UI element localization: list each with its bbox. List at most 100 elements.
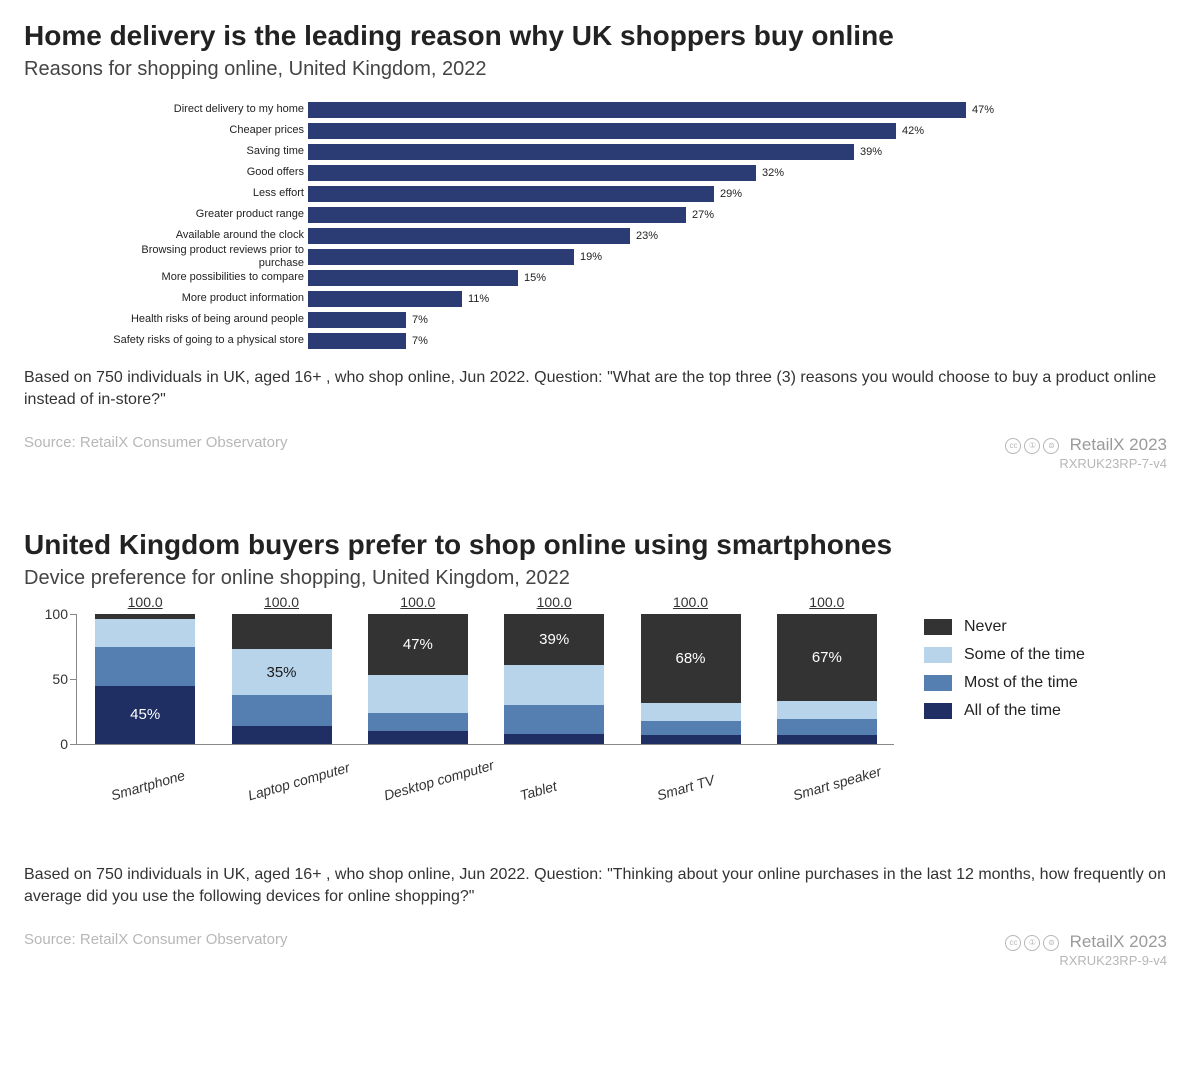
stack-column: 45%100.0 bbox=[95, 614, 195, 744]
hbar-bar bbox=[308, 228, 630, 244]
chart2-subtitle: Device preference for online shopping, U… bbox=[24, 567, 1167, 590]
cc-license-icon: cc①⊜ bbox=[1005, 935, 1059, 951]
stack-segment-never: 68% bbox=[641, 614, 741, 702]
stack-segment-most bbox=[504, 705, 604, 734]
hbar-track: 7% bbox=[308, 333, 1008, 349]
stack-segment-never: 47% bbox=[368, 614, 468, 675]
hbar-bar bbox=[308, 186, 714, 202]
reasons-bar-chart: Direct delivery to my home47%Cheaper pri… bbox=[104, 99, 1167, 351]
stack-segment-most bbox=[777, 719, 877, 735]
stack-segment-most bbox=[95, 647, 195, 686]
hbar-track: 19% bbox=[308, 249, 1008, 265]
stack-segment-most bbox=[368, 713, 468, 731]
hbar-track: 47% bbox=[308, 102, 1008, 118]
hbar-track: 42% bbox=[308, 123, 1008, 139]
hbar-value: 27% bbox=[686, 207, 714, 223]
hbar-row: Available around the clock 23% bbox=[104, 225, 1167, 246]
hbar-label: Available around the clock bbox=[104, 229, 308, 241]
hbar-label: Saving time bbox=[104, 145, 308, 157]
hbar-value: 15% bbox=[518, 270, 546, 286]
hbar-value: 42% bbox=[896, 123, 924, 139]
panel-devices: United Kingdom buyers prefer to shop onl… bbox=[24, 529, 1167, 970]
stack-segment-some bbox=[641, 703, 741, 721]
y-tick-label: 100 bbox=[45, 606, 68, 622]
stack-total-label: 100.0 bbox=[368, 594, 468, 610]
legend-item: Some of the time bbox=[924, 646, 1085, 664]
report-page: Home delivery is the leading reason why … bbox=[0, 0, 1191, 1050]
stack-total-label: 100.0 bbox=[232, 594, 332, 610]
hbar-value: 39% bbox=[854, 144, 882, 160]
stack-segment-most bbox=[232, 695, 332, 726]
hbar-row: Good offers32% bbox=[104, 162, 1167, 183]
stack-segment-some bbox=[368, 675, 468, 713]
chart1-subtitle: Reasons for shopping online, United King… bbox=[24, 58, 1167, 81]
hbar-track: 7% bbox=[308, 312, 1008, 328]
y-tick-label: 50 bbox=[52, 671, 68, 687]
chart2-brand: RetailX 2023 bbox=[1070, 932, 1167, 951]
legend-swatch bbox=[924, 647, 952, 663]
legend-item: Most of the time bbox=[924, 674, 1085, 692]
stack-segment-never: 67% bbox=[777, 614, 877, 701]
stack-segment-never: 39% bbox=[504, 614, 604, 665]
hbar-bar bbox=[308, 165, 756, 181]
stack-segment-never bbox=[232, 614, 332, 649]
stack-column: 39%100.0 bbox=[504, 614, 604, 744]
hbar-bar bbox=[308, 207, 686, 223]
hbar-bar bbox=[308, 270, 518, 286]
legend-label: Never bbox=[964, 618, 1007, 636]
hbar-value: 23% bbox=[630, 228, 658, 244]
hbar-row: More product information 11% bbox=[104, 288, 1167, 309]
legend-label: Most of the time bbox=[964, 674, 1078, 692]
hbar-label: Greater product range bbox=[104, 208, 308, 220]
stack-column: 47%100.0 bbox=[368, 614, 468, 744]
stack-total-label: 100.0 bbox=[641, 594, 741, 610]
stack-column: 68%100.0 bbox=[641, 614, 741, 744]
hbar-value: 29% bbox=[714, 186, 742, 202]
hbar-bar bbox=[308, 291, 462, 307]
hbar-row: More possibilities to compare 15% bbox=[104, 267, 1167, 288]
hbar-row: Safety risks of going to a physical stor… bbox=[104, 330, 1167, 351]
legend-item: All of the time bbox=[924, 702, 1085, 720]
hbar-row: Browsing product reviews prior to purcha… bbox=[104, 246, 1167, 267]
hbar-row: Saving time 39% bbox=[104, 141, 1167, 162]
chart2-source: Source: RetailX Consumer Observatory bbox=[24, 931, 287, 948]
stack-segment-some bbox=[504, 665, 604, 705]
stack-segment-some bbox=[95, 619, 195, 646]
chart2-title: United Kingdom buyers prefer to shop onl… bbox=[24, 529, 1167, 561]
hbar-track: 11% bbox=[308, 291, 1008, 307]
hbar-label: More possibilities to compare bbox=[104, 271, 308, 283]
stack-segment-all bbox=[232, 726, 332, 744]
chart1-source: Source: RetailX Consumer Observatory bbox=[24, 434, 287, 451]
chart1-attribution: cc①⊜ RetailX 2023 RXRUK23RP-7-v4 bbox=[1005, 434, 1167, 473]
hbar-value: 7% bbox=[406, 312, 428, 328]
stack-total-label: 100.0 bbox=[95, 594, 195, 610]
legend-swatch bbox=[924, 675, 952, 691]
hbar-track: 29% bbox=[308, 186, 1008, 202]
chart1-note: Based on 750 individuals in UK, aged 16+… bbox=[24, 367, 1167, 410]
stack-total-label: 100.0 bbox=[777, 594, 877, 610]
stack-segment-all bbox=[777, 735, 877, 744]
legend-swatch bbox=[924, 703, 952, 719]
hbar-bar bbox=[308, 249, 574, 265]
hbar-bar bbox=[308, 144, 854, 160]
hbar-label: Less effort bbox=[104, 187, 308, 199]
stack-segment-all bbox=[504, 734, 604, 744]
hbar-row: Health risks of being around people7% bbox=[104, 309, 1167, 330]
chart2-refcode: RXRUK23RP-9-v4 bbox=[1005, 953, 1167, 970]
x-category-label: Smart TV bbox=[655, 772, 716, 804]
hbar-track: 23% bbox=[308, 228, 1008, 244]
chart1-brand: RetailX 2023 bbox=[1070, 435, 1167, 454]
hbar-label: Safety risks of going to a physical stor… bbox=[104, 334, 308, 346]
stack-segment-all: 45% bbox=[95, 686, 195, 745]
stacked-plot-area: 45%100.035%100.047%100.039%100.068%100.0… bbox=[76, 614, 894, 745]
stack-column: 67%100.0 bbox=[777, 614, 877, 744]
stack-segment-all bbox=[641, 735, 741, 744]
hbar-value: 11% bbox=[462, 291, 489, 307]
panel-reasons: Home delivery is the leading reason why … bbox=[24, 20, 1167, 473]
hbar-bar bbox=[308, 312, 406, 328]
legend-label: All of the time bbox=[964, 702, 1061, 720]
chart1-footer: Source: RetailX Consumer Observatory cc①… bbox=[24, 434, 1167, 473]
hbar-label: Good offers bbox=[104, 166, 308, 178]
hbar-label: More product information bbox=[104, 292, 308, 304]
hbar-label: Cheaper prices bbox=[104, 124, 308, 136]
